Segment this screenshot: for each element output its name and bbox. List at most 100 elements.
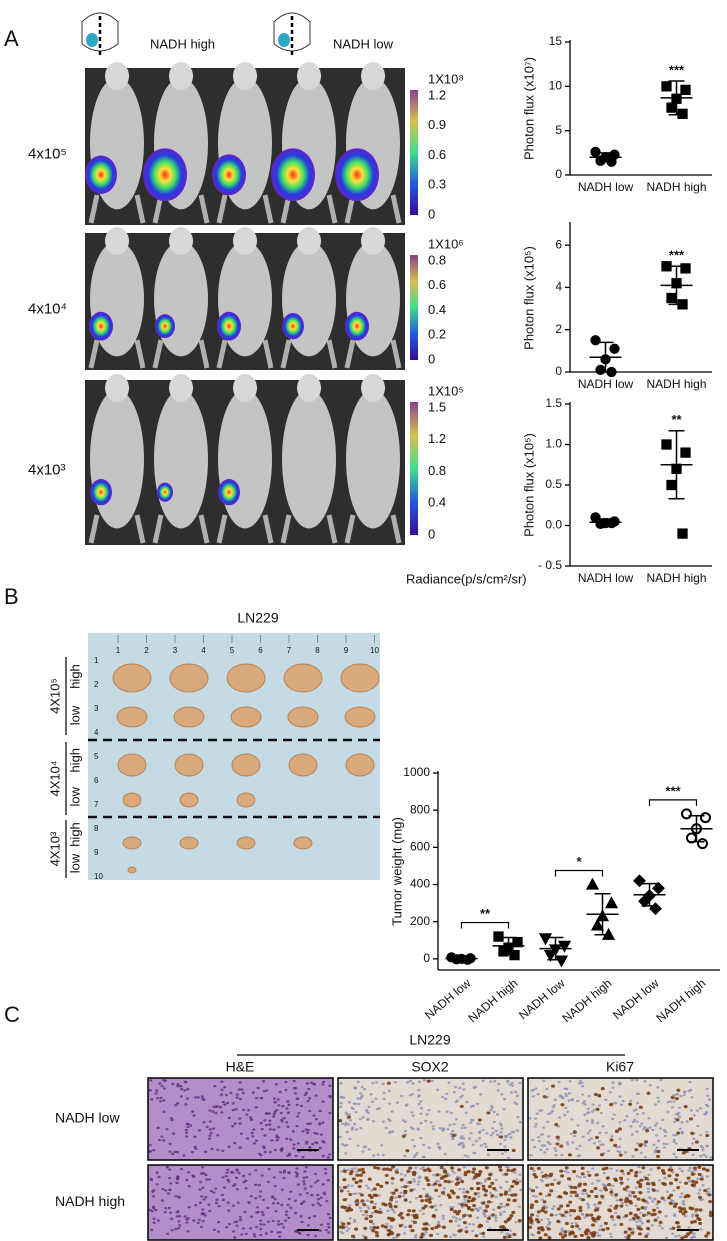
nucleus — [294, 1230, 298, 1233]
stained-nucleus — [361, 1170, 366, 1174]
nucleus — [360, 1096, 364, 1099]
tumor — [340, 663, 380, 693]
nucleus — [366, 1205, 370, 1208]
nucleus — [553, 1178, 557, 1182]
nucleus — [371, 1222, 376, 1226]
stained-nucleus — [629, 1201, 634, 1205]
nucleus — [563, 1113, 567, 1117]
nucleus — [454, 1100, 458, 1104]
stained-nucleus — [499, 1135, 504, 1139]
stained-nucleus — [383, 1225, 388, 1229]
stained-nucleus — [560, 1103, 565, 1107]
nucleus — [590, 1121, 595, 1124]
panel-label: C — [4, 1002, 20, 1027]
nucleus — [583, 1103, 587, 1106]
nucleus — [175, 1150, 180, 1154]
stained-nucleus — [623, 1230, 628, 1234]
nucleus — [215, 1198, 219, 1201]
nucleus — [239, 1132, 243, 1135]
nucleus — [515, 1129, 520, 1132]
stained-nucleus — [375, 1225, 380, 1230]
stained-nucleus — [686, 1176, 691, 1180]
nucleus — [372, 1154, 376, 1157]
nucleus — [617, 1145, 622, 1149]
nucleus — [515, 1178, 519, 1181]
stained-nucleus — [538, 1192, 543, 1196]
nucleus — [179, 1095, 183, 1098]
nucleus — [356, 1144, 360, 1147]
point — [609, 343, 620, 354]
nucleus — [454, 1217, 458, 1220]
nucleus — [216, 1220, 221, 1224]
stained-nucleus — [641, 1213, 646, 1218]
stained-nucleus — [613, 1206, 618, 1210]
nucleus — [471, 1177, 475, 1181]
nucleus — [615, 1199, 619, 1202]
stained-nucleus — [466, 1199, 471, 1203]
nucleus — [472, 1086, 476, 1089]
nucleus — [275, 1136, 279, 1139]
stained-nucleus — [645, 1181, 650, 1186]
nucleus — [370, 1211, 375, 1215]
image-border — [527, 1077, 714, 1161]
color-tick: 1.2 — [428, 87, 446, 102]
nucleus — [399, 1172, 403, 1176]
nucleus — [647, 1173, 651, 1177]
stained-nucleus — [605, 1176, 610, 1180]
point — [543, 949, 558, 962]
nucleus — [177, 1220, 181, 1223]
stained-nucleus — [651, 1188, 656, 1192]
stained-nucleus — [490, 1181, 495, 1185]
nucleus — [212, 1105, 216, 1109]
nucleus — [634, 1186, 638, 1189]
stained-nucleus — [503, 1220, 508, 1224]
nucleus — [548, 1142, 552, 1146]
nucleus — [297, 1111, 301, 1115]
nucleus — [671, 1232, 675, 1235]
nucleus — [437, 1110, 441, 1113]
nucleus — [326, 1212, 331, 1216]
nucleus — [231, 1102, 235, 1105]
stained-nucleus — [705, 1133, 710, 1138]
nucleus — [482, 1235, 486, 1238]
nucleus — [665, 1142, 669, 1146]
nucleus — [213, 1084, 217, 1088]
panel-label: B — [4, 584, 19, 609]
nucleus — [278, 1235, 282, 1238]
nucleus — [339, 1101, 343, 1105]
nucleus — [632, 1118, 637, 1122]
stained-nucleus — [394, 1188, 399, 1192]
nucleus — [257, 1183, 261, 1187]
error-bar — [597, 152, 614, 163]
nucleus — [308, 1109, 312, 1113]
nucleus — [254, 1106, 258, 1109]
low-label: low — [67, 853, 82, 873]
stained-nucleus — [660, 1196, 665, 1200]
nucleus — [245, 1137, 250, 1140]
nucleus — [371, 1100, 375, 1103]
nucleus — [235, 1096, 239, 1099]
stained-nucleus — [706, 1231, 711, 1235]
nucleus — [704, 1103, 708, 1106]
stained-nucleus — [532, 1173, 537, 1177]
stained-nucleus — [471, 1170, 476, 1174]
stained-nucleus — [573, 1185, 578, 1190]
stained-nucleus — [538, 1236, 543, 1240]
nucleus — [604, 1131, 608, 1134]
nucleus — [618, 1121, 622, 1124]
stained-nucleus — [427, 1197, 432, 1201]
stained-nucleus — [638, 1191, 643, 1195]
stained-nucleus — [486, 1200, 491, 1204]
nucleus — [663, 1176, 667, 1180]
stained-nucleus — [697, 1172, 702, 1177]
signal — [282, 312, 304, 340]
stained-nucleus — [439, 1176, 444, 1180]
nucleus — [638, 1125, 642, 1128]
nucleus — [705, 1175, 709, 1178]
nucleus — [536, 1093, 540, 1096]
stained-nucleus — [517, 1219, 522, 1223]
nucleus — [249, 1116, 253, 1119]
stained-nucleus — [559, 1204, 564, 1208]
nucleus — [613, 1211, 618, 1215]
stained-nucleus — [592, 1230, 597, 1235]
